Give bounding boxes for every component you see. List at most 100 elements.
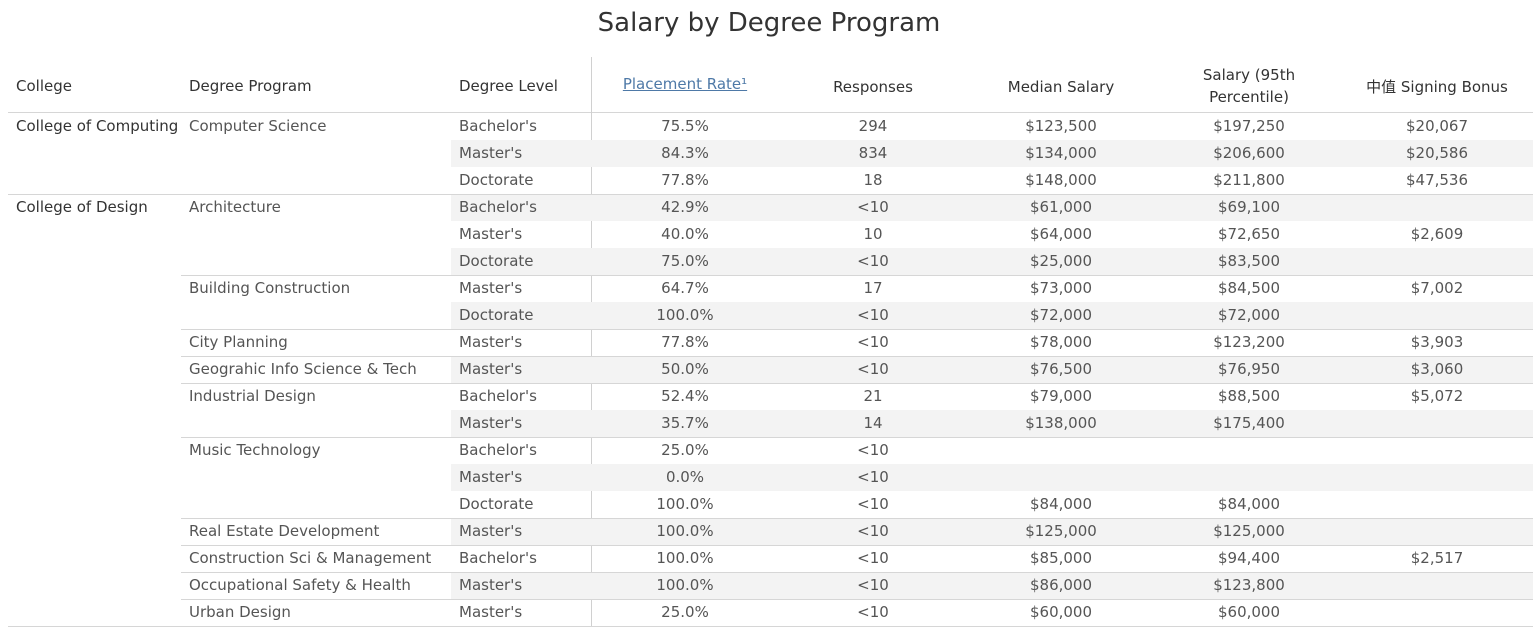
program-divider — [8, 194, 1533, 195]
cell-placement-rate: 100.0% — [656, 576, 714, 594]
college-name: College of Computing — [16, 117, 179, 135]
table-row: Master's 100.0% <10 $125,000 $125,000 — [451, 518, 1533, 545]
cell-responses: <10 — [857, 360, 889, 378]
cell-placement-rate: 77.8% — [661, 333, 709, 351]
table-row: Master's 35.7% 14 $138,000 $175,400 — [451, 410, 1533, 437]
header-placement-rate-link[interactable]: Placement Rate¹ — [592, 73, 778, 95]
cell-responses: <10 — [857, 603, 889, 621]
cell-responses: <10 — [857, 306, 889, 324]
header-salary-95th-line1: Salary (95th — [1202, 66, 1296, 84]
cell-placement-rate: 75.5% — [661, 117, 709, 135]
row-band — [451, 464, 1533, 491]
cell-degree-level: Bachelor's — [459, 117, 537, 135]
cell-responses: 21 — [863, 387, 883, 405]
header-degree-program: Degree Program — [189, 77, 312, 95]
table-row: Doctorate 100.0% <10 $84,000 $84,000 — [451, 491, 1533, 518]
table-row: Master's 84.3% 834 $134,000 $206,600 $20,586 — [451, 140, 1533, 167]
cell-signing-bonus — [1344, 464, 1530, 491]
cell-signing-bonus: $47,536 — [1405, 171, 1469, 189]
cell-degree-level: Master's — [459, 225, 523, 243]
table-row: Master's 100.0% <10 $86,000 $123,800 — [451, 572, 1533, 599]
cell-responses: 10 — [863, 225, 883, 243]
table-row: Bachelor's 42.9% <10 $61,000 $69,100 — [451, 194, 1533, 221]
table-row: Master's 25.0% <10 $60,000 $60,000 — [451, 599, 1533, 626]
cell-signing-bonus — [1344, 599, 1530, 626]
cell-median-salary: $64,000 — [1029, 225, 1093, 243]
program-name: Real Estate Development — [189, 522, 380, 540]
cell-degree-level: Master's — [459, 333, 523, 351]
program-divider — [181, 572, 1533, 573]
cell-responses: <10 — [857, 441, 889, 459]
cell-responses: <10 — [857, 522, 889, 540]
cell-degree-level: Master's — [459, 360, 523, 378]
cell-placement-rate: 77.8% — [661, 171, 709, 189]
cell-placement-rate: 50.0% — [661, 360, 709, 378]
cell-degree-level: Doctorate — [459, 306, 534, 324]
program-divider — [181, 518, 1533, 519]
cell-median-salary: $86,000 — [1029, 576, 1093, 594]
cell-placement-rate: 100.0% — [656, 306, 714, 324]
row-band — [451, 410, 1533, 437]
row-band — [451, 572, 1533, 599]
cell-median-salary: $84,000 — [1029, 495, 1093, 513]
cell-signing-bonus: $5,072 — [1410, 387, 1464, 405]
header-degree-level: Degree Level — [459, 77, 558, 95]
cell-signing-bonus — [1344, 572, 1530, 599]
cell-median-salary: $123,500 — [1025, 117, 1097, 135]
row-band — [451, 194, 1533, 221]
cell-degree-level: Bachelor's — [459, 387, 537, 405]
cell-salary-95th: $72,000 — [1217, 306, 1281, 324]
table-row: Master's 64.7% 17 $73,000 $84,500 $7,002 — [451, 275, 1533, 302]
cell-median-salary: $134,000 — [1025, 144, 1097, 162]
cell-signing-bonus — [1344, 491, 1530, 518]
cell-degree-level: Doctorate — [459, 495, 534, 513]
cell-placement-rate: 75.0% — [661, 252, 709, 270]
cell-salary-95th: $123,200 — [1213, 333, 1285, 351]
program-divider — [181, 329, 1533, 330]
program-name: Construction Sci & Management — [189, 549, 432, 567]
cell-degree-level: Master's — [459, 576, 523, 594]
cell-salary-95th: $69,100 — [1217, 198, 1281, 216]
cell-responses: <10 — [857, 495, 889, 513]
cell-placement-rate: 25.0% — [661, 603, 709, 621]
cell-median-salary: $125,000 — [1025, 522, 1097, 540]
cell-median-salary: $76,500 — [1029, 360, 1093, 378]
cell-salary-95th: $125,000 — [1213, 522, 1285, 540]
table-row: Bachelor's 100.0% <10 $85,000 $94,400 $2,517 — [451, 545, 1533, 572]
level-column-divider — [591, 57, 592, 626]
cell-signing-bonus — [1344, 518, 1530, 545]
cell-placement-rate: 84.3% — [661, 144, 709, 162]
cell-responses: <10 — [857, 333, 889, 351]
cell-degree-level: Master's — [459, 279, 523, 297]
cell-signing-bonus: $20,586 — [1405, 144, 1469, 162]
table-row: Master's 0.0% <10 — [451, 464, 1533, 491]
cell-salary-95th: $211,800 — [1213, 171, 1285, 189]
cell-degree-level: Master's — [459, 468, 523, 486]
placement-rate-link-text[interactable]: Placement Rate¹ — [622, 75, 748, 93]
cell-responses: <10 — [857, 549, 889, 567]
cell-salary-95th: $88,500 — [1217, 387, 1281, 405]
cell-placement-rate: 40.0% — [661, 225, 709, 243]
program-divider — [181, 383, 1533, 384]
table-row: Master's 40.0% 10 $64,000 $72,650 $2,609 — [451, 221, 1533, 248]
cell-responses: <10 — [857, 576, 889, 594]
cell-median-salary: $60,000 — [1029, 603, 1093, 621]
program-divider — [181, 437, 1533, 438]
cell-placement-rate: 35.7% — [661, 414, 709, 432]
cell-signing-bonus — [1344, 248, 1530, 275]
cell-degree-level: Master's — [459, 603, 523, 621]
cell-salary-95th: $94,400 — [1217, 549, 1281, 567]
program-name: Building Construction — [189, 279, 351, 297]
cell-degree-level: Master's — [459, 414, 523, 432]
cell-signing-bonus: $3,060 — [1410, 360, 1464, 378]
program-divider — [181, 545, 1533, 546]
program-name: City Planning — [189, 333, 288, 351]
cell-signing-bonus: $3,903 — [1410, 333, 1464, 351]
page-title: Salary by Degree Program — [597, 8, 941, 38]
cell-salary-95th: $123,800 — [1213, 576, 1285, 594]
cell-signing-bonus — [1344, 410, 1530, 437]
cell-salary-95th: $72,650 — [1217, 225, 1281, 243]
cell-responses: 834 — [858, 144, 888, 162]
cell-salary-95th — [1154, 437, 1344, 464]
cell-median-salary: $79,000 — [1029, 387, 1093, 405]
